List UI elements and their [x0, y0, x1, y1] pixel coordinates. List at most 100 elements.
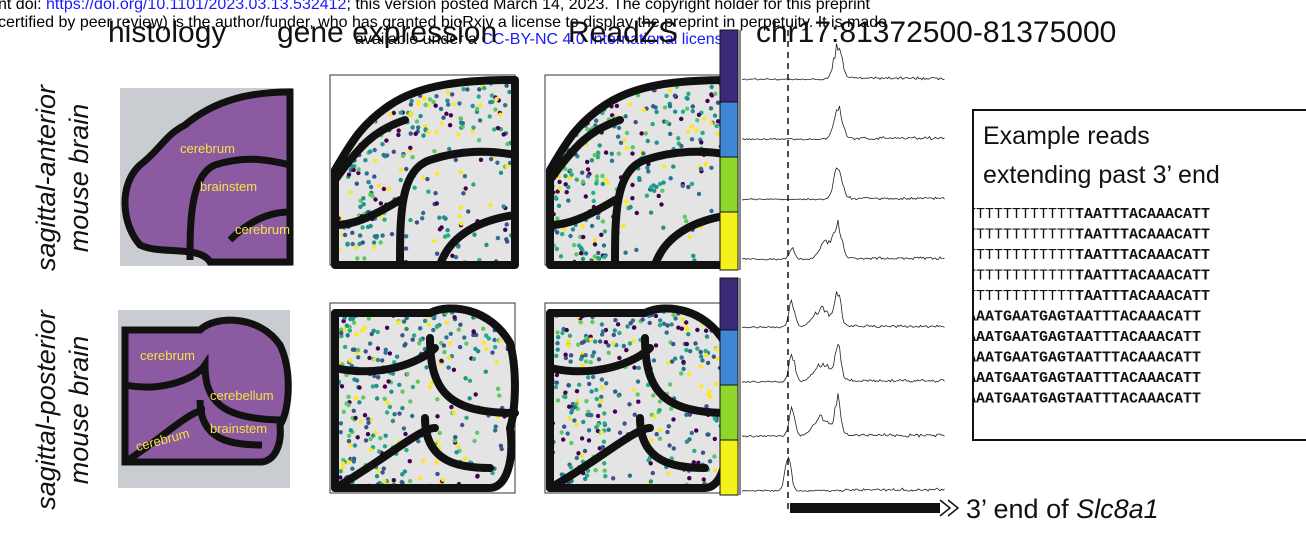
spot: [654, 185, 658, 189]
spot: [671, 417, 675, 421]
spot: [634, 248, 638, 252]
spot: [598, 403, 602, 407]
spot: [652, 358, 656, 362]
spot: [621, 224, 625, 228]
spot: [503, 228, 507, 232]
spot: [706, 361, 710, 365]
annotation: 3’ end of Slc8a1: [966, 494, 1159, 524]
spot: [602, 243, 606, 247]
spot: [353, 416, 357, 420]
spot: [686, 185, 690, 189]
spot: [704, 329, 708, 333]
spot: [461, 121, 465, 125]
spot: [347, 434, 351, 438]
spot: [411, 338, 415, 342]
spot: [617, 356, 621, 360]
spot: [686, 129, 690, 133]
column-title: histology: [108, 16, 226, 49]
spot: [399, 178, 403, 182]
spot: [369, 448, 373, 452]
spot: [595, 174, 599, 178]
spot: [473, 347, 477, 351]
spot: [477, 94, 481, 98]
spot: [709, 209, 713, 213]
spot: [594, 119, 598, 123]
histology-posterior: cerebrum cerebellum cerebrum brainstem: [118, 310, 290, 488]
spot: [584, 194, 588, 198]
spot: [441, 478, 445, 482]
spot: [589, 360, 593, 364]
spot: [555, 247, 559, 251]
spot: [561, 437, 565, 441]
read: AAATGAATGAGTAATTTACAAACATT: [967, 391, 1201, 408]
spot: [631, 145, 635, 149]
spot: [496, 126, 500, 130]
spot: [604, 381, 608, 385]
spot: [676, 326, 680, 330]
spot: [593, 242, 597, 246]
spot: [602, 421, 606, 425]
spot: [611, 341, 615, 345]
spot: [400, 333, 404, 337]
spot: [691, 254, 695, 258]
spot: [484, 333, 488, 337]
spot: [385, 400, 389, 404]
spot: [403, 432, 407, 436]
spot: [472, 233, 476, 237]
spot: [341, 461, 345, 465]
spot: [694, 428, 698, 432]
spot: [679, 117, 683, 121]
spot: [710, 85, 714, 89]
spot: [355, 378, 359, 382]
spot: [380, 233, 384, 237]
spot: [383, 384, 387, 388]
spot: [396, 133, 400, 137]
spot: [404, 167, 408, 171]
spot: [709, 92, 713, 96]
spot: [399, 168, 403, 172]
spot: [410, 125, 414, 129]
spot: [431, 328, 435, 332]
region-label: cerebellum: [210, 388, 274, 403]
spot: [415, 220, 419, 224]
spot: [493, 345, 497, 349]
spot: [591, 375, 595, 379]
spot: [661, 226, 665, 230]
spot: [401, 154, 405, 158]
doi-link[interactable]: https://doi.org/10.1101/2023.03.13.53241…: [46, 0, 347, 13]
spot: [382, 187, 386, 191]
spot: [346, 333, 350, 337]
row-label: sagittal-anterior: [31, 84, 61, 271]
spot: [623, 251, 627, 255]
spot: [606, 343, 610, 347]
spot: [593, 339, 597, 343]
spot: [699, 384, 703, 388]
spot: [423, 103, 427, 107]
spot: [488, 100, 492, 104]
spot: [484, 370, 488, 374]
column-title: gene expression: [277, 16, 497, 49]
spot: [372, 240, 376, 244]
spot: [658, 437, 662, 441]
spot: [575, 389, 579, 393]
trace: [742, 457, 945, 491]
spot: [479, 158, 483, 162]
spot: [636, 379, 640, 383]
spot: [421, 133, 425, 137]
spot: [688, 349, 692, 353]
spot: [456, 244, 460, 248]
spot: [645, 194, 649, 198]
spot: [428, 97, 432, 101]
spot: [352, 459, 356, 463]
spot: [482, 341, 486, 345]
spot: [452, 102, 456, 106]
spot: [370, 332, 374, 336]
spot: [602, 411, 606, 415]
spot: [660, 189, 664, 193]
spot: [389, 390, 393, 394]
spot: [687, 476, 691, 480]
spot: [404, 448, 408, 452]
spot: [361, 395, 365, 399]
spot: [568, 234, 572, 238]
gene-name: Slc8a1: [1076, 494, 1159, 524]
